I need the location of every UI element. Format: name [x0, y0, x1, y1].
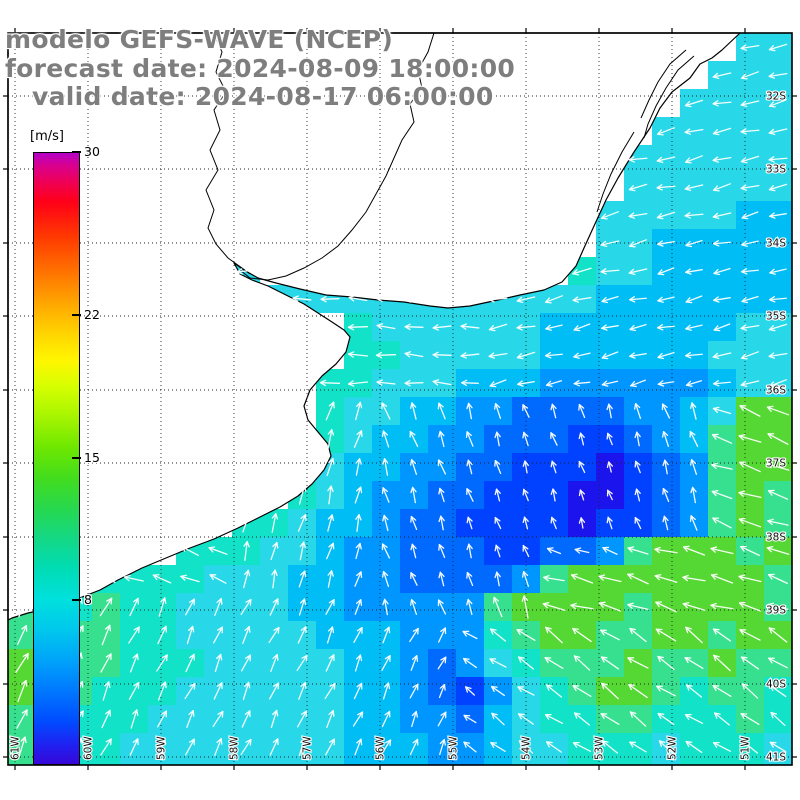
valid-date: valid date: 2024-08-17 06:00:00 [5, 82, 494, 111]
graticule-lines [8, 33, 792, 765]
svg-text:60W: 60W [83, 736, 95, 760]
longitude-labels: 61W 60W 59W 58W 57W 56W 55W 54W 53W 52W 51W [8, 735, 752, 762]
svg-text:55W: 55W [448, 736, 460, 760]
rivers [205, 32, 695, 281]
frame-ticks [3, 28, 797, 770]
svg-text:33S: 33S [766, 164, 786, 176]
svg-text:51W: 51W [740, 736, 752, 760]
svg-text:32S: 32S [766, 91, 786, 103]
svg-text:58W: 58W [229, 736, 241, 760]
svg-text:40S: 40S [766, 679, 786, 691]
svg-text:36S: 36S [766, 385, 786, 397]
svg-text:56W: 56W [375, 736, 387, 760]
svg-text:37S: 37S [766, 458, 786, 470]
svg-text:35S: 35S [766, 311, 786, 323]
svg-text:54W: 54W [521, 736, 533, 760]
svg-text:59W: 59W [156, 736, 168, 760]
forecast-date: forecast date: 2024-08-09 18:00:00 [5, 53, 516, 83]
svg-text:53W: 53W [594, 736, 606, 760]
svg-text:61W: 61W [10, 736, 22, 760]
svg-text:41S: 41S [766, 752, 786, 764]
svg-text:39S: 39S [766, 605, 786, 617]
latitude-labels: 32S 33S 34S 35S 36S 37S 38S 39S 40S 41S [765, 89, 788, 764]
svg-text:57W: 57W [302, 736, 314, 760]
svg-text:34S: 34S [766, 238, 786, 250]
title-block: modelo GEFS-WAVE (NCEP) forecast date: 2… [5, 25, 516, 112]
model-title: modelo GEFS-WAVE (NCEP) [5, 25, 394, 54]
svg-text:52W: 52W [667, 736, 679, 760]
svg-text:38S: 38S [766, 532, 786, 544]
ocean-cells [8, 33, 792, 765]
map-frame [7, 32, 793, 766]
